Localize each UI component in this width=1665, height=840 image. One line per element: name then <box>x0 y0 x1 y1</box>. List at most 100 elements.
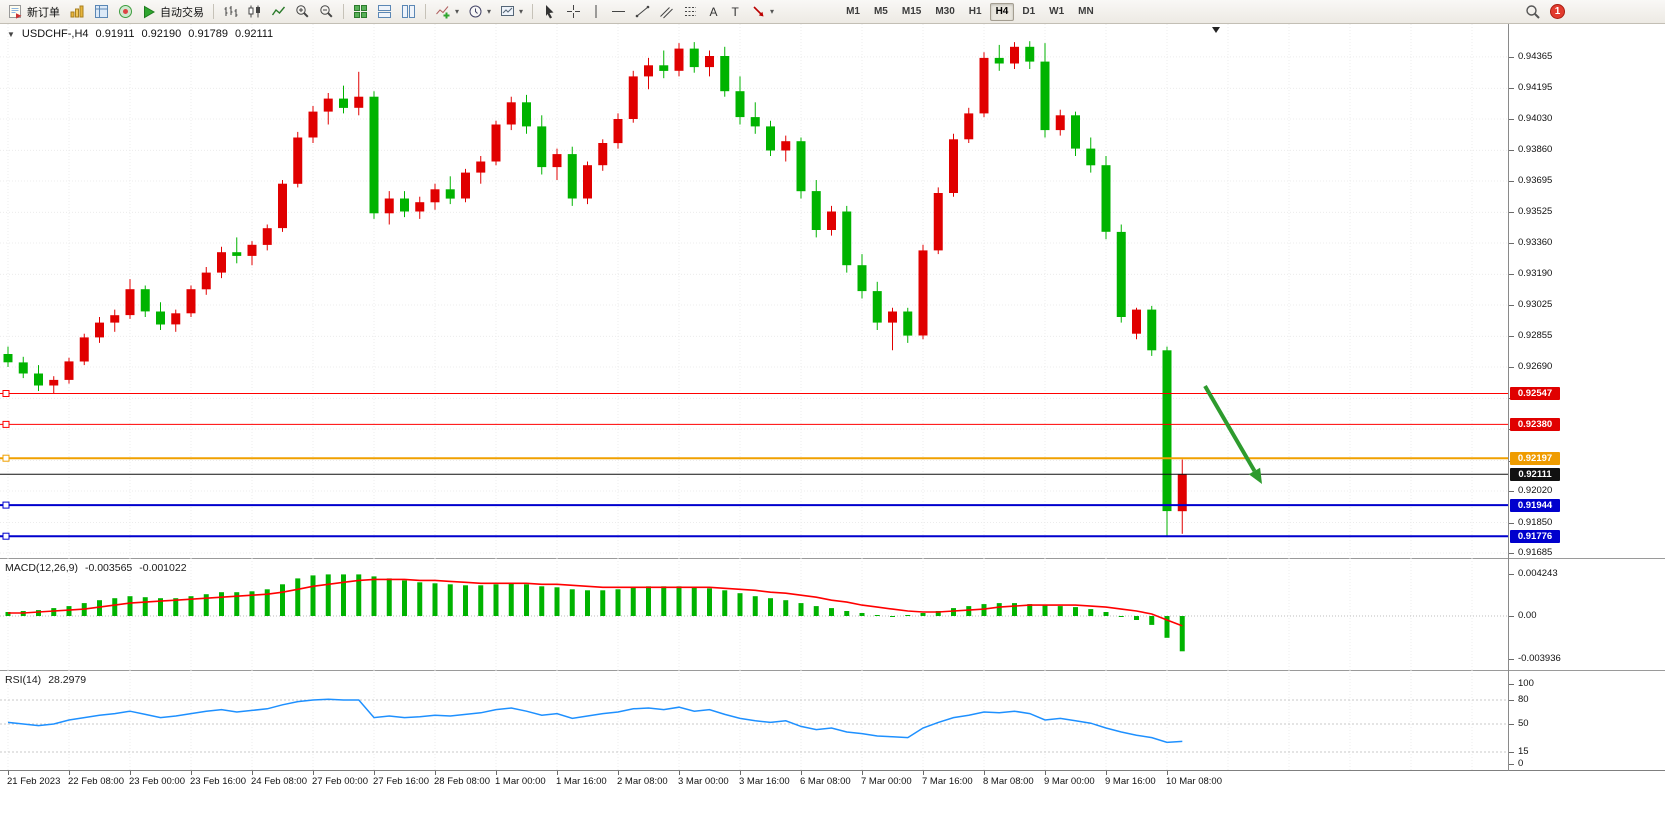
auto-trading-button[interactable]: 自动交易 <box>138 2 208 22</box>
timeframe-toolbar: M1 M5 M15 M30 H1 H4 D1 W1 MN <box>839 2 1101 21</box>
timeframe-w1[interactable]: W1 <box>1049 5 1065 17</box>
rsi-line <box>7 698 1183 744</box>
time-axis-label: 8 Mar 08:00 <box>983 776 1034 787</box>
tile-vertical-button[interactable] <box>397 2 420 22</box>
price-tick-label: 0.93025 <box>1518 299 1553 310</box>
charts-button[interactable] <box>65 2 89 22</box>
time-axis[interactable]: 21 Feb 2023 22 Feb 08:00 23 Feb 00:00 23 Fe… <box>0 771 1508 789</box>
template-icon <box>501 6 515 16</box>
rsi-axis-label: 80 <box>1518 694 1529 705</box>
horizontal-line-tool-button[interactable] <box>607 2 630 22</box>
price-tick-label: 0.93695 <box>1518 175 1553 186</box>
macd-axis-label: 0.00 <box>1518 610 1537 621</box>
rsi-panel-canvas[interactable] <box>0 670 1508 770</box>
price-chart-canvas[interactable] <box>0 24 1508 558</box>
market-watch-icon <box>95 5 108 18</box>
label-tool-button[interactable]: T <box>725 2 746 22</box>
time-axis-label: 22 Feb 08:00 <box>68 776 124 787</box>
one-click-trading-icon[interactable]: ▼ <box>7 29 15 39</box>
svg-text:A: A <box>710 5 718 19</box>
search-icon[interactable] <box>1525 4 1541 20</box>
tile-horizontal-button[interactable] <box>373 2 396 22</box>
price-badge-0.92111: 0.92111 <box>1510 467 1560 481</box>
time-axis-label: 3 Mar 00:00 <box>678 776 729 787</box>
timeframe-mn[interactable]: MN <box>1078 5 1094 17</box>
line-chart-icon <box>271 6 286 16</box>
toolbar-separator <box>343 4 344 19</box>
channel-icon <box>660 7 673 19</box>
panel-separator[interactable] <box>0 558 1665 559</box>
price-axis[interactable]: 0.94365 0.94195 0.94030 0.93860 0.93695 0.935… <box>1508 24 1665 771</box>
time-axis-label: 24 Feb 08:00 <box>251 776 307 787</box>
panel-separator[interactable] <box>0 670 1665 671</box>
timeframe-m15[interactable]: M15 <box>901 5 922 17</box>
timeframe-d1[interactable]: D1 <box>1022 5 1036 17</box>
ohlc-open: 0.91911 <box>95 28 135 40</box>
macd-label: MACD(12,26,9) -0.003565 -0.001022 <box>5 562 187 574</box>
fibonacci-tool-button[interactable] <box>679 2 702 22</box>
vertical-line-tool-button[interactable] <box>586 2 606 22</box>
templates-button[interactable]: ▾ <box>496 2 527 22</box>
price-badge-0.92380: 0.92380 <box>1510 417 1560 431</box>
chevron-down-icon[interactable]: ▾ <box>770 7 775 16</box>
rsi-name: RSI(14) <box>5 674 42 686</box>
channel-tool-button[interactable] <box>655 2 678 22</box>
bar-chart-button[interactable] <box>219 2 242 22</box>
trend-arrow[interactable] <box>1203 384 1257 473</box>
timeframe-h1[interactable]: H1 <box>968 5 982 17</box>
macd-main-value: -0.003565 <box>84 562 133 574</box>
timeframe-m30[interactable]: M30 <box>935 5 955 17</box>
crosshair-button[interactable] <box>562 2 585 22</box>
time-axis-label: 1 Mar 16:00 <box>556 776 607 787</box>
cursor-icon <box>546 5 554 19</box>
price-tick-label: 0.92855 <box>1518 330 1553 342</box>
gold-chart-icon <box>70 5 84 18</box>
price-badge-0.91944: 0.91944 <box>1510 498 1560 512</box>
chart-shift-marker[interactable] <box>1212 27 1220 33</box>
horizontal-line-icon <box>612 11 626 12</box>
arrows-tool-button[interactable]: ▾ <box>747 2 778 22</box>
chart-window: ▼ USDCHF-,H4 0.91911 0.92190 0.91789 0.9… <box>0 24 1665 840</box>
chevron-down-icon[interactable]: ▾ <box>487 7 492 16</box>
new-order-button[interactable]: 新订单 <box>4 2 64 22</box>
macd-panel-canvas[interactable] <box>0 558 1508 670</box>
symbol-period-label: USDCHF-,H4 <box>21 28 89 40</box>
auto-trading-label: 自动交易 <box>160 6 204 19</box>
price-tick-label: 0.91850 <box>1518 516 1553 528</box>
trendline-tool-button[interactable] <box>631 2 654 22</box>
market-watch-button[interactable] <box>90 2 113 22</box>
timeframe-m1[interactable]: M1 <box>846 5 860 17</box>
line-chart-button[interactable] <box>267 2 290 22</box>
community-button[interactable] <box>114 2 137 22</box>
time-axis-label: 27 Feb 16:00 <box>373 776 429 787</box>
time-axis-label: 3 Mar 16:00 <box>739 776 790 787</box>
chevron-down-icon[interactable]: ▾ <box>519 7 524 16</box>
zoom-in-button[interactable] <box>291 2 314 22</box>
timeframe-h4[interactable]: H4 <box>989 2 1015 21</box>
periods-button[interactable]: ▾ <box>464 2 495 22</box>
arrow-tool-icon <box>753 6 764 17</box>
time-axis-line <box>0 770 1665 771</box>
crosshair-icon <box>567 5 581 18</box>
time-axis-label: 2 Mar 08:00 <box>617 776 668 787</box>
price-badge-0.92197: 0.92197 <box>1510 451 1560 465</box>
cursor-button[interactable] <box>538 2 561 22</box>
toolbar-right-group: 1 <box>1525 4 1565 20</box>
price-badge-0.91776: 0.91776 <box>1510 529 1560 543</box>
timeframe-m5[interactable]: M5 <box>873 5 888 17</box>
price-tick-label: 0.92690 <box>1518 361 1553 372</box>
macd-signal-line <box>8 578 1183 627</box>
price-tick-label: 0.91685 <box>1518 547 1553 558</box>
price-tick-label: 0.93525 <box>1518 206 1553 218</box>
tile-windows-button[interactable] <box>349 2 372 22</box>
chevron-down-icon[interactable]: ▾ <box>455 7 460 16</box>
notification-badge[interactable]: 1 <box>1550 4 1565 19</box>
candlestick-chart-button[interactable] <box>243 2 266 22</box>
tile-horizontal-icon <box>378 5 391 18</box>
time-axis-label: 23 Feb 16:00 <box>190 776 246 787</box>
time-axis-label: 10 Mar 08:00 <box>1166 776 1222 787</box>
zoom-out-button[interactable] <box>315 2 338 22</box>
indicators-button[interactable]: ▾ <box>431 2 463 22</box>
text-tool-button[interactable]: A <box>703 2 724 22</box>
time-axis-label: 23 Feb 00:00 <box>129 776 185 787</box>
